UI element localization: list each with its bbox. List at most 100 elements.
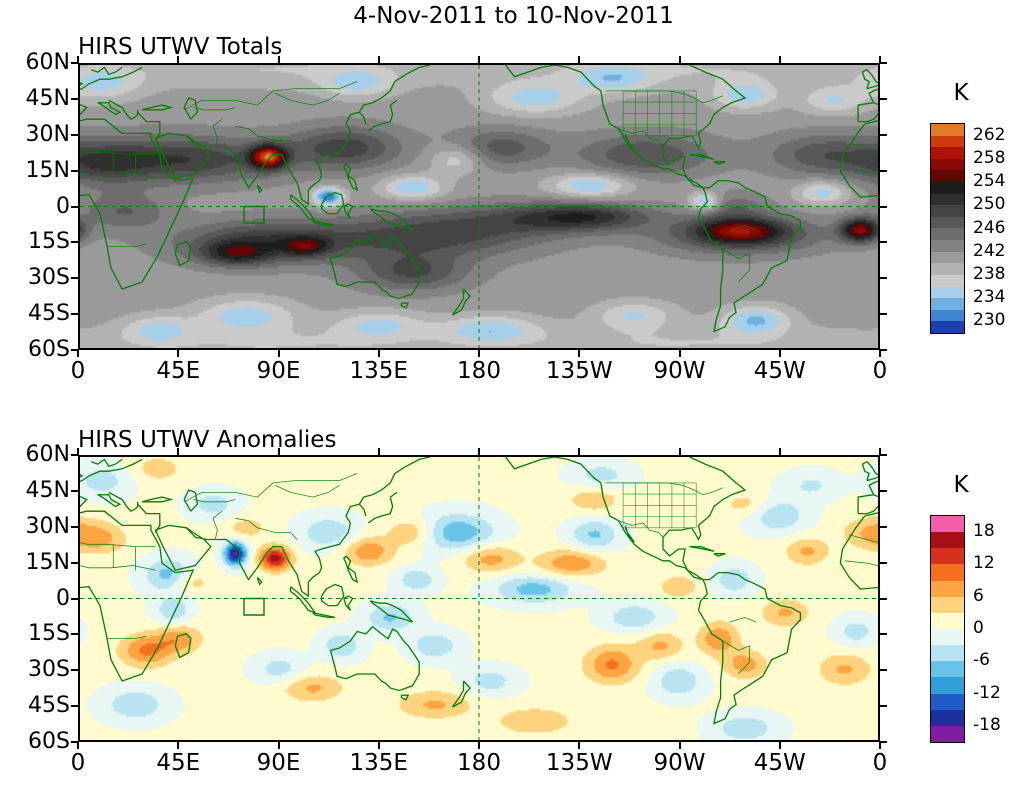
coastline <box>505 457 704 581</box>
colorbar-label: 234 <box>973 287 1006 308</box>
totals-colorbar-units: K <box>953 80 969 106</box>
coastline <box>400 302 410 309</box>
country-border <box>618 520 664 538</box>
coastline <box>624 133 635 151</box>
colorbar-segment <box>931 263 964 275</box>
coastline <box>861 68 878 90</box>
y-axis-tick <box>880 525 887 528</box>
y-axis-tick <box>880 489 887 492</box>
page-title: 4-Nov-2011 to 10-Nov-2011 <box>353 3 674 29</box>
country-border <box>729 224 757 231</box>
coastline <box>141 104 174 111</box>
x-axis-tick <box>879 350 881 357</box>
colorbar-segment <box>931 645 964 662</box>
coastline <box>256 576 263 586</box>
y-axis-tick <box>880 313 887 316</box>
colorbar-segment <box>931 725 964 742</box>
country-border <box>212 510 223 540</box>
coastline <box>185 111 367 206</box>
country-border <box>729 616 757 623</box>
coastline <box>689 545 715 552</box>
x-axis-tick <box>778 742 781 749</box>
x-axis-tick <box>678 448 681 455</box>
colorbar-label: 258 <box>973 147 1006 168</box>
x-axis-tick <box>277 56 280 63</box>
colorbar-segment <box>931 124 964 136</box>
coastline <box>662 65 747 189</box>
x-axis-tick <box>177 742 180 749</box>
colorbar-segment <box>931 516 964 533</box>
x-tick-label: 45E <box>156 358 201 384</box>
colorbar-segment <box>931 612 964 629</box>
colorbar-segment <box>931 580 964 597</box>
y-axis-tick <box>71 741 78 743</box>
colorbar-segment <box>931 216 964 229</box>
x-tick-label: 135W <box>545 750 613 776</box>
coastline <box>329 233 420 300</box>
y-tick-label: 0 <box>56 193 70 219</box>
coastline <box>839 120 878 198</box>
country-border <box>618 128 664 146</box>
coastline <box>343 555 359 584</box>
coastline <box>80 118 195 290</box>
coastline <box>369 208 413 231</box>
coastline <box>80 495 88 508</box>
y-axis-tick <box>880 597 887 600</box>
x-tick-label: 135E <box>349 358 408 384</box>
x-tick-label: 45W <box>753 750 806 776</box>
country-border <box>193 107 236 111</box>
y-tick-label: 60S <box>28 729 70 754</box>
country-border <box>722 248 750 283</box>
y-tick-label: 15N <box>25 549 70 575</box>
x-axis-tick <box>478 742 480 749</box>
coastline <box>367 99 398 132</box>
coastline <box>713 161 726 165</box>
coastline <box>80 458 143 483</box>
country-border <box>844 168 878 175</box>
coastline <box>857 494 878 515</box>
x-axis-tick <box>578 56 581 63</box>
colorbar-segment <box>931 596 964 613</box>
coastline <box>343 203 354 219</box>
colorbar-segment <box>931 321 964 333</box>
coastline <box>369 600 413 623</box>
y-tick-label: 60S <box>28 337 70 362</box>
y-axis-tick <box>880 633 887 636</box>
colorbar-segment <box>931 298 964 310</box>
country-border <box>274 92 340 106</box>
country-border <box>212 118 223 148</box>
colorbar-segment <box>931 158 964 171</box>
country-border <box>80 150 156 155</box>
y-tick-label: 30N <box>25 121 70 147</box>
colorbar-segment <box>931 193 964 206</box>
coastline <box>108 491 139 513</box>
x-axis-tick <box>177 448 180 455</box>
x-axis-tick <box>879 742 881 749</box>
colorbar-segment <box>931 564 964 581</box>
roi-box <box>243 597 265 616</box>
y-tick-label: 30S <box>28 265 70 291</box>
x-axis-tick <box>578 448 581 455</box>
y-axis-tick <box>880 62 887 64</box>
y-axis-tick <box>880 741 887 743</box>
coastline <box>320 583 345 607</box>
y-tick-label: 45N <box>25 85 70 111</box>
x-tick-label: 0 <box>70 358 86 384</box>
x-axis-tick <box>177 350 180 357</box>
y-axis-tick <box>71 313 78 316</box>
y-axis-tick <box>880 133 887 136</box>
x-axis-tick <box>578 350 581 357</box>
x-axis-tick <box>377 448 380 455</box>
x-tick-label: 180 <box>457 358 501 384</box>
coastline <box>451 288 471 316</box>
totals-colorbar <box>930 123 965 334</box>
coastline <box>358 65 431 113</box>
y-axis-tick <box>71 169 78 172</box>
y-axis-tick <box>71 489 78 492</box>
country-border <box>235 125 298 148</box>
y-axis-tick <box>71 97 78 100</box>
coastline <box>624 525 635 543</box>
colorbar-label: 12 <box>973 553 995 574</box>
x-tick-label: 0 <box>872 750 888 776</box>
coastline <box>861 460 878 482</box>
